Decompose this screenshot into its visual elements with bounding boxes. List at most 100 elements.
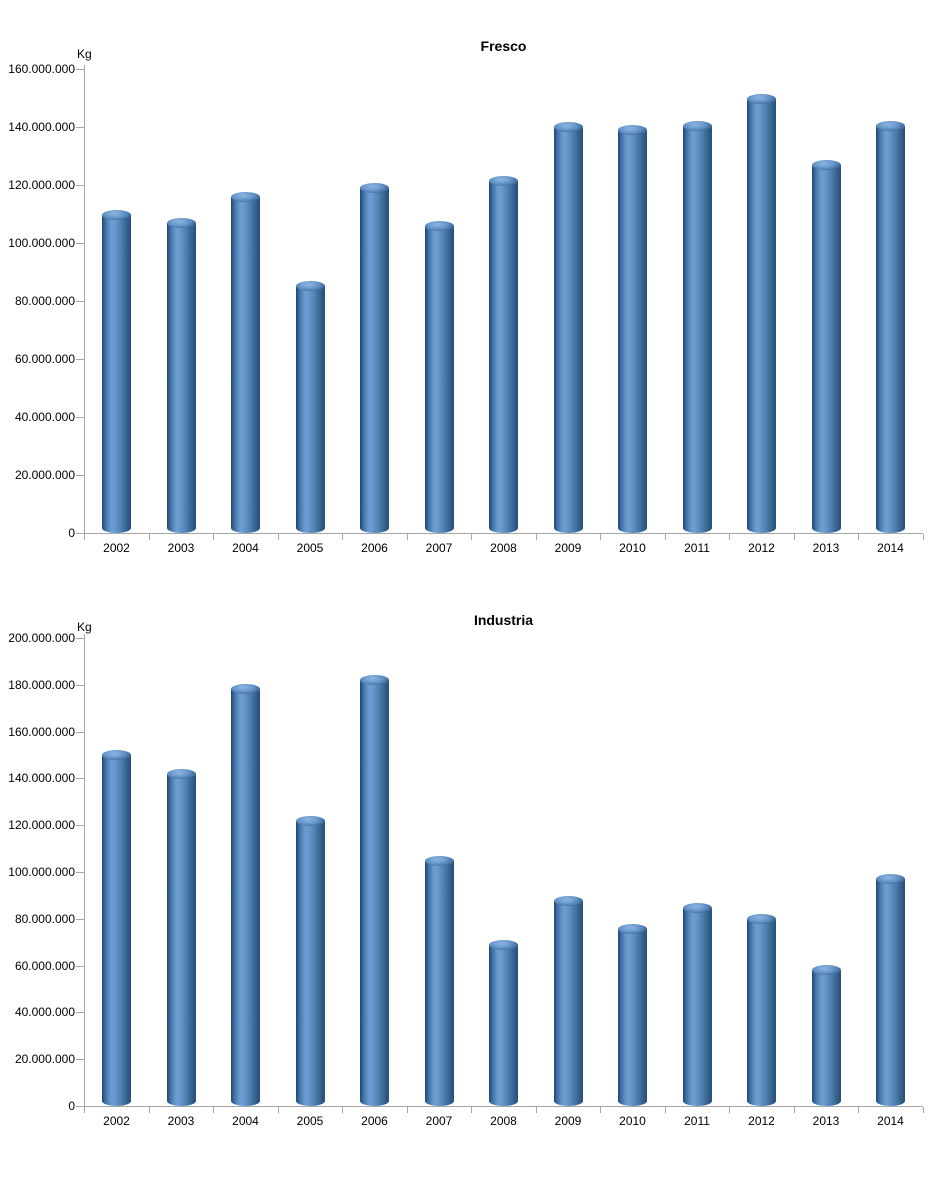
- y-tick-label: 60.000.000: [14, 958, 75, 973]
- y-tick-label: 20.000.000: [14, 468, 75, 482]
- bar-2009: [553, 122, 583, 533]
- cylinder-top-2004: [231, 192, 260, 202]
- x-category-label: 2003: [167, 1114, 195, 1128]
- y-axis-line: [84, 65, 85, 533]
- cylinder-top-2005: [295, 281, 325, 291]
- cylinder-top-2014: [876, 874, 905, 884]
- y-tick-label: 0: [68, 526, 75, 540]
- y-tick-label: 40.000.000: [14, 1005, 75, 1020]
- cylinder-top-2013: [811, 965, 841, 975]
- x-axis-line: [84, 1106, 923, 1107]
- bar-2002: [102, 750, 131, 1106]
- cylinder-top-2011: [682, 121, 712, 131]
- y-axis-tick: [76, 1059, 84, 1061]
- x-category-label: 2006: [361, 1114, 388, 1128]
- cylinder-top-2006: [360, 675, 389, 685]
- y-axis-tick: [76, 417, 84, 418]
- x-axis-tick: [471, 1107, 472, 1113]
- x-category-label: 2004: [232, 1114, 259, 1128]
- y-axis-tick: [76, 1012, 84, 1014]
- y-tick-label: 80.000.000: [14, 911, 75, 926]
- bar-2010: [618, 125, 647, 533]
- bar-2014: [876, 121, 905, 533]
- bar-2013: [811, 965, 841, 1106]
- y-axis-tick: [76, 778, 84, 780]
- bar-2010: [618, 924, 647, 1106]
- cylinder-top-2008: [489, 176, 518, 186]
- x-axis-tick: [277, 1107, 279, 1113]
- y-tick-label: 20.000.000: [14, 1052, 75, 1067]
- x-axis-tick: [664, 1107, 666, 1113]
- x-axis-line: [84, 533, 923, 534]
- y-axis-tick: [76, 684, 84, 686]
- x-category-label: 2011: [684, 541, 710, 555]
- y-tick-label: 180.000.000: [8, 677, 75, 692]
- bar-2012: [747, 914, 776, 1106]
- x-axis-tick: [922, 534, 924, 540]
- cylinder-top-2014: [876, 121, 905, 131]
- y-axis-tick: [76, 359, 84, 360]
- bar-2006: [360, 183, 389, 533]
- x-axis-tick: [406, 1107, 408, 1113]
- x-category-label: 2007: [425, 541, 453, 555]
- y-axis-tick: [76, 69, 84, 70]
- x-category-label: 2007: [425, 1114, 453, 1128]
- bar-2011: [682, 903, 712, 1106]
- y-axis-tick: [76, 475, 84, 476]
- x-category-label: 2005: [296, 541, 324, 555]
- x-axis-tick: [729, 1107, 730, 1113]
- bar-2004: [231, 684, 260, 1106]
- bar-2002: [102, 210, 131, 533]
- y-axis-unit-label-industria: Kg: [77, 620, 92, 634]
- y-tick-label: 0: [68, 1099, 75, 1113]
- bar-2014: [876, 874, 905, 1106]
- bar-2003: [166, 769, 196, 1106]
- x-axis-tick: [84, 534, 85, 540]
- cylinder-top-2006: [360, 183, 389, 193]
- x-category-label: 2010: [619, 541, 646, 555]
- y-tick-label: 80.000.000: [14, 294, 75, 308]
- y-tick-label: 60.000.000: [14, 352, 75, 366]
- x-category-label: 2004: [232, 541, 259, 555]
- x-category-label: 2012: [748, 1114, 775, 1128]
- bar-2008: [489, 176, 518, 533]
- x-category-label: 2014: [877, 1114, 904, 1128]
- y-axis-tick: [76, 301, 84, 302]
- chart-title-industria: Industria: [473, 612, 534, 628]
- y-axis-tick: [76, 825, 84, 827]
- bar-2005: [295, 816, 325, 1106]
- cylinder-top-2010: [618, 125, 647, 135]
- y-tick-label: 40.000.000: [14, 410, 75, 424]
- x-axis-tick: [858, 534, 859, 540]
- x-category-label: 2011: [684, 1114, 710, 1128]
- x-axis-tick: [858, 1107, 859, 1113]
- x-axis-tick: [342, 534, 343, 540]
- x-category-label: 2008: [490, 541, 517, 555]
- x-axis-tick: [213, 1107, 214, 1113]
- cylinder-top-2009: [553, 122, 583, 132]
- cylinder-top-2012: [747, 94, 776, 104]
- bar-2011: [682, 121, 712, 533]
- y-axis-tick: [76, 185, 84, 186]
- bar-2007: [424, 221, 454, 533]
- cylinder-top-2005: [295, 816, 325, 826]
- x-axis-tick: [406, 534, 408, 540]
- bar-2004: [231, 192, 260, 533]
- cylinder-top-2007: [424, 856, 454, 866]
- y-tick-label: 120.000.000: [8, 178, 75, 192]
- cylinder-top-2003: [166, 218, 196, 228]
- cylinder-top-2008: [489, 940, 518, 950]
- bar-2013: [811, 160, 841, 533]
- y-tick-label: 160.000.000: [8, 724, 75, 739]
- y-axis-tick: [76, 127, 84, 128]
- cylinder-top-2009: [553, 896, 583, 906]
- y-tick-label: 140.000.000: [8, 120, 75, 134]
- y-tick-label: 200.000.000: [8, 631, 75, 645]
- x-category-label: 2010: [619, 1114, 646, 1128]
- bar-2009: [553, 896, 583, 1106]
- x-axis-tick: [148, 1107, 150, 1113]
- x-axis-tick: [729, 534, 730, 540]
- x-category-label: 2009: [554, 1114, 582, 1128]
- y-axis-tick: [76, 918, 84, 920]
